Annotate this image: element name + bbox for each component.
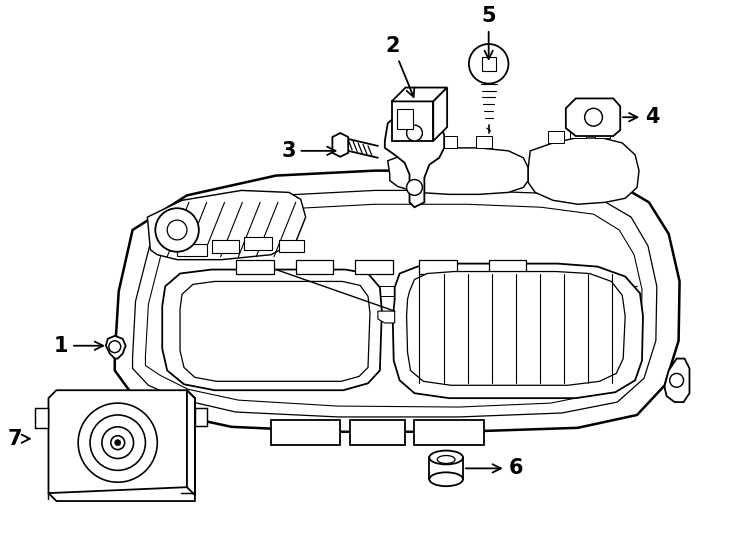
Polygon shape xyxy=(393,264,643,398)
Circle shape xyxy=(156,208,199,252)
Polygon shape xyxy=(333,133,348,157)
Text: 4: 4 xyxy=(623,107,659,127)
Polygon shape xyxy=(388,148,528,194)
Circle shape xyxy=(109,341,120,353)
Polygon shape xyxy=(415,420,484,444)
Polygon shape xyxy=(570,126,586,138)
Circle shape xyxy=(669,374,683,387)
Polygon shape xyxy=(162,269,382,390)
Circle shape xyxy=(167,220,187,240)
Polygon shape xyxy=(48,487,195,501)
Polygon shape xyxy=(392,102,433,141)
Polygon shape xyxy=(236,260,274,274)
Polygon shape xyxy=(187,390,195,495)
Polygon shape xyxy=(244,237,272,250)
Polygon shape xyxy=(433,87,447,141)
Polygon shape xyxy=(350,420,404,444)
Circle shape xyxy=(115,440,120,445)
Ellipse shape xyxy=(429,472,463,486)
Polygon shape xyxy=(595,126,611,138)
Polygon shape xyxy=(528,138,639,204)
Polygon shape xyxy=(195,408,207,426)
Polygon shape xyxy=(419,260,457,274)
Polygon shape xyxy=(441,136,457,148)
Polygon shape xyxy=(385,111,444,207)
Polygon shape xyxy=(180,281,370,381)
Polygon shape xyxy=(548,131,564,143)
Polygon shape xyxy=(355,260,393,274)
Polygon shape xyxy=(48,390,187,493)
Polygon shape xyxy=(115,171,680,432)
Ellipse shape xyxy=(429,450,463,464)
Polygon shape xyxy=(148,191,305,260)
Text: 7: 7 xyxy=(7,429,30,449)
Polygon shape xyxy=(396,109,413,129)
Ellipse shape xyxy=(437,456,455,463)
Circle shape xyxy=(584,109,603,126)
Text: 1: 1 xyxy=(54,336,103,356)
Text: 2: 2 xyxy=(385,36,415,97)
Polygon shape xyxy=(296,260,333,274)
Polygon shape xyxy=(211,240,239,253)
Polygon shape xyxy=(271,420,341,444)
Polygon shape xyxy=(476,136,492,148)
Polygon shape xyxy=(482,57,495,71)
Text: 5: 5 xyxy=(482,6,496,59)
Text: 6: 6 xyxy=(466,458,523,478)
Polygon shape xyxy=(489,260,526,274)
Polygon shape xyxy=(106,336,126,359)
Polygon shape xyxy=(665,359,689,402)
Text: 3: 3 xyxy=(281,141,335,161)
Polygon shape xyxy=(177,244,207,256)
Polygon shape xyxy=(378,311,395,323)
Polygon shape xyxy=(392,87,447,102)
Circle shape xyxy=(407,125,422,141)
Polygon shape xyxy=(407,136,422,148)
Polygon shape xyxy=(34,408,48,428)
Circle shape xyxy=(469,44,509,84)
Polygon shape xyxy=(279,240,304,252)
Polygon shape xyxy=(566,98,620,136)
Circle shape xyxy=(407,179,422,195)
Polygon shape xyxy=(407,272,625,385)
